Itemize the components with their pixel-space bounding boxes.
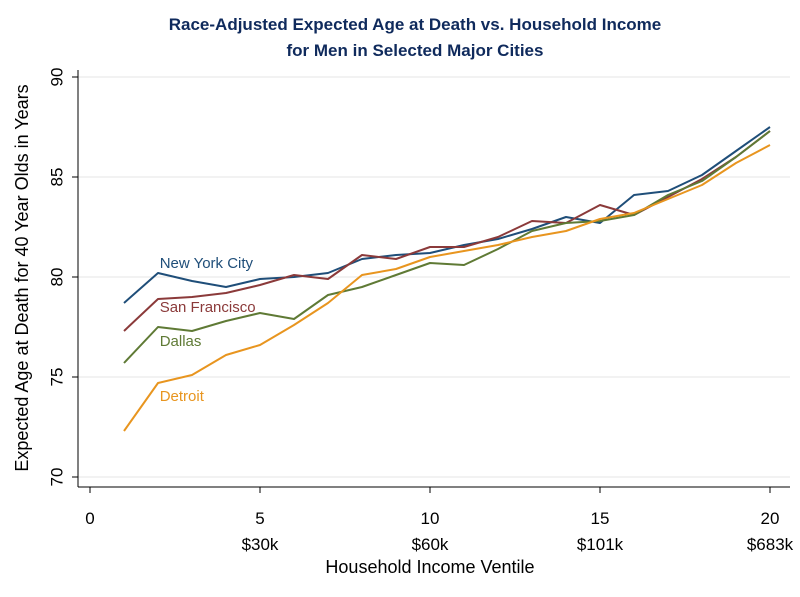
series-label-san-francisco: San Francisco — [160, 299, 256, 316]
series-label-new-york-city: New York City — [160, 255, 254, 272]
x-tick-label: 10 — [421, 509, 440, 528]
chart-title: Race-Adjusted Expected Age at Death vs. … — [169, 15, 662, 34]
x-income-label: $683k — [747, 535, 794, 554]
x-income-label: $60k — [412, 535, 449, 554]
x-income-label: $101k — [577, 535, 624, 554]
series-label-detroit: Detroit — [160, 388, 205, 405]
series-line-dallas — [123, 130, 771, 364]
series-line-new-york-city — [123, 126, 771, 304]
y-tick-label: 80 — [47, 268, 66, 287]
gridlines — [78, 76, 790, 478]
series-line-detroit — [123, 144, 771, 432]
y-tick-label: 75 — [47, 368, 66, 387]
y-ticks: 70 75 80 85 90 — [47, 68, 78, 487]
y-axis-title: Expected Age at Death for 40 Year Olds i… — [12, 84, 32, 471]
y-tick-label: 70 — [47, 468, 66, 487]
x-ticks: 0 5 $30k 10 $60k 15 $101k 20 $683k — [85, 487, 794, 554]
series-line-san-francisco — [123, 130, 771, 332]
x-axis-title: Household Income Ventile — [325, 557, 534, 577]
x-tick-label: 15 — [591, 509, 610, 528]
series-label-dallas: Dallas — [160, 333, 202, 350]
series-labels: New York City San Francisco Dallas Detroit — [160, 255, 256, 405]
x-tick-label: 20 — [761, 509, 780, 528]
y-tick-label: 90 — [47, 68, 66, 87]
x-tick-label: 0 — [85, 509, 94, 528]
axes — [77, 70, 790, 488]
series-lines — [123, 126, 771, 432]
x-income-label: $30k — [242, 535, 279, 554]
chart-subtitle: for Men in Selected Major Cities — [287, 41, 544, 60]
x-tick-label: 5 — [255, 509, 264, 528]
y-tick-label: 85 — [47, 168, 66, 187]
